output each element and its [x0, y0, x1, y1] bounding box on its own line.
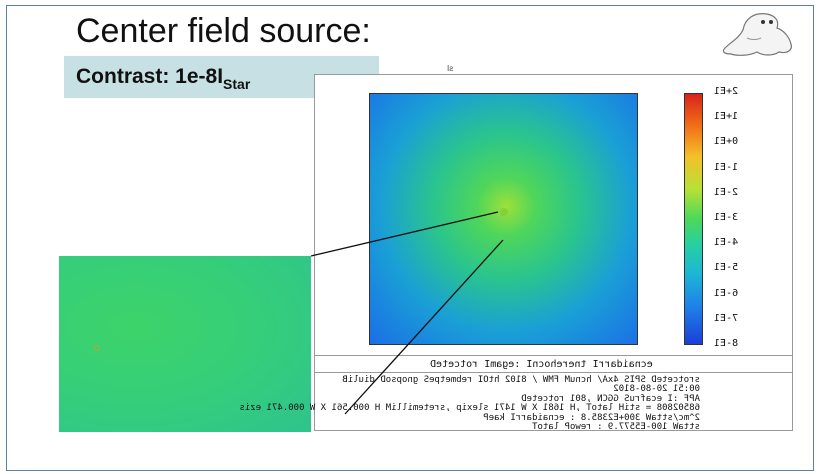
contrast-prefix: Contrast: 1e-8I [76, 65, 223, 88]
colorbar-tick-label: 5-E1 [714, 262, 738, 273]
slide-title: Center field source: [76, 12, 371, 51]
colorbar [684, 93, 703, 345]
colorbar-tick-label: 8-E1 [714, 338, 738, 349]
colorbar-tick-label: 1+E1 [714, 111, 738, 122]
center-marker [94, 345, 100, 351]
colorbar-tick-label: 4-E1 [714, 237, 738, 248]
caption-divider-bottom [314, 372, 793, 373]
colorbar-tick-label: 3-E1 [714, 212, 738, 223]
colorbar-tick-label: 1-E1 [714, 162, 738, 173]
contrast-label: Contrast: 1e-8IStar [76, 65, 250, 92]
caption-divider-top [314, 355, 793, 356]
colorbar-tick-label: 2-E1 [714, 187, 738, 198]
contrast-subscript: Star [223, 76, 250, 92]
ghost-icon [717, 8, 797, 60]
colorbar-tick-label: 2+E1 [714, 86, 738, 97]
colorbar-tick-label: 7-E1 [714, 313, 738, 324]
colorbar-tick-label: 6-E1 [714, 288, 738, 299]
plot-caption: ecnaidarrI tnerehocnI :egamI rotceteD [430, 359, 653, 370]
detector-info-line: sttaW 100-E5577.9 : rewoP latoT [532, 422, 700, 432]
irradiance-heatmap [369, 93, 638, 345]
heatmap-center-spot [500, 208, 508, 216]
panel-top-mark: sI [447, 64, 453, 73]
colorbar-tick-label: 0+E1 [714, 136, 738, 147]
